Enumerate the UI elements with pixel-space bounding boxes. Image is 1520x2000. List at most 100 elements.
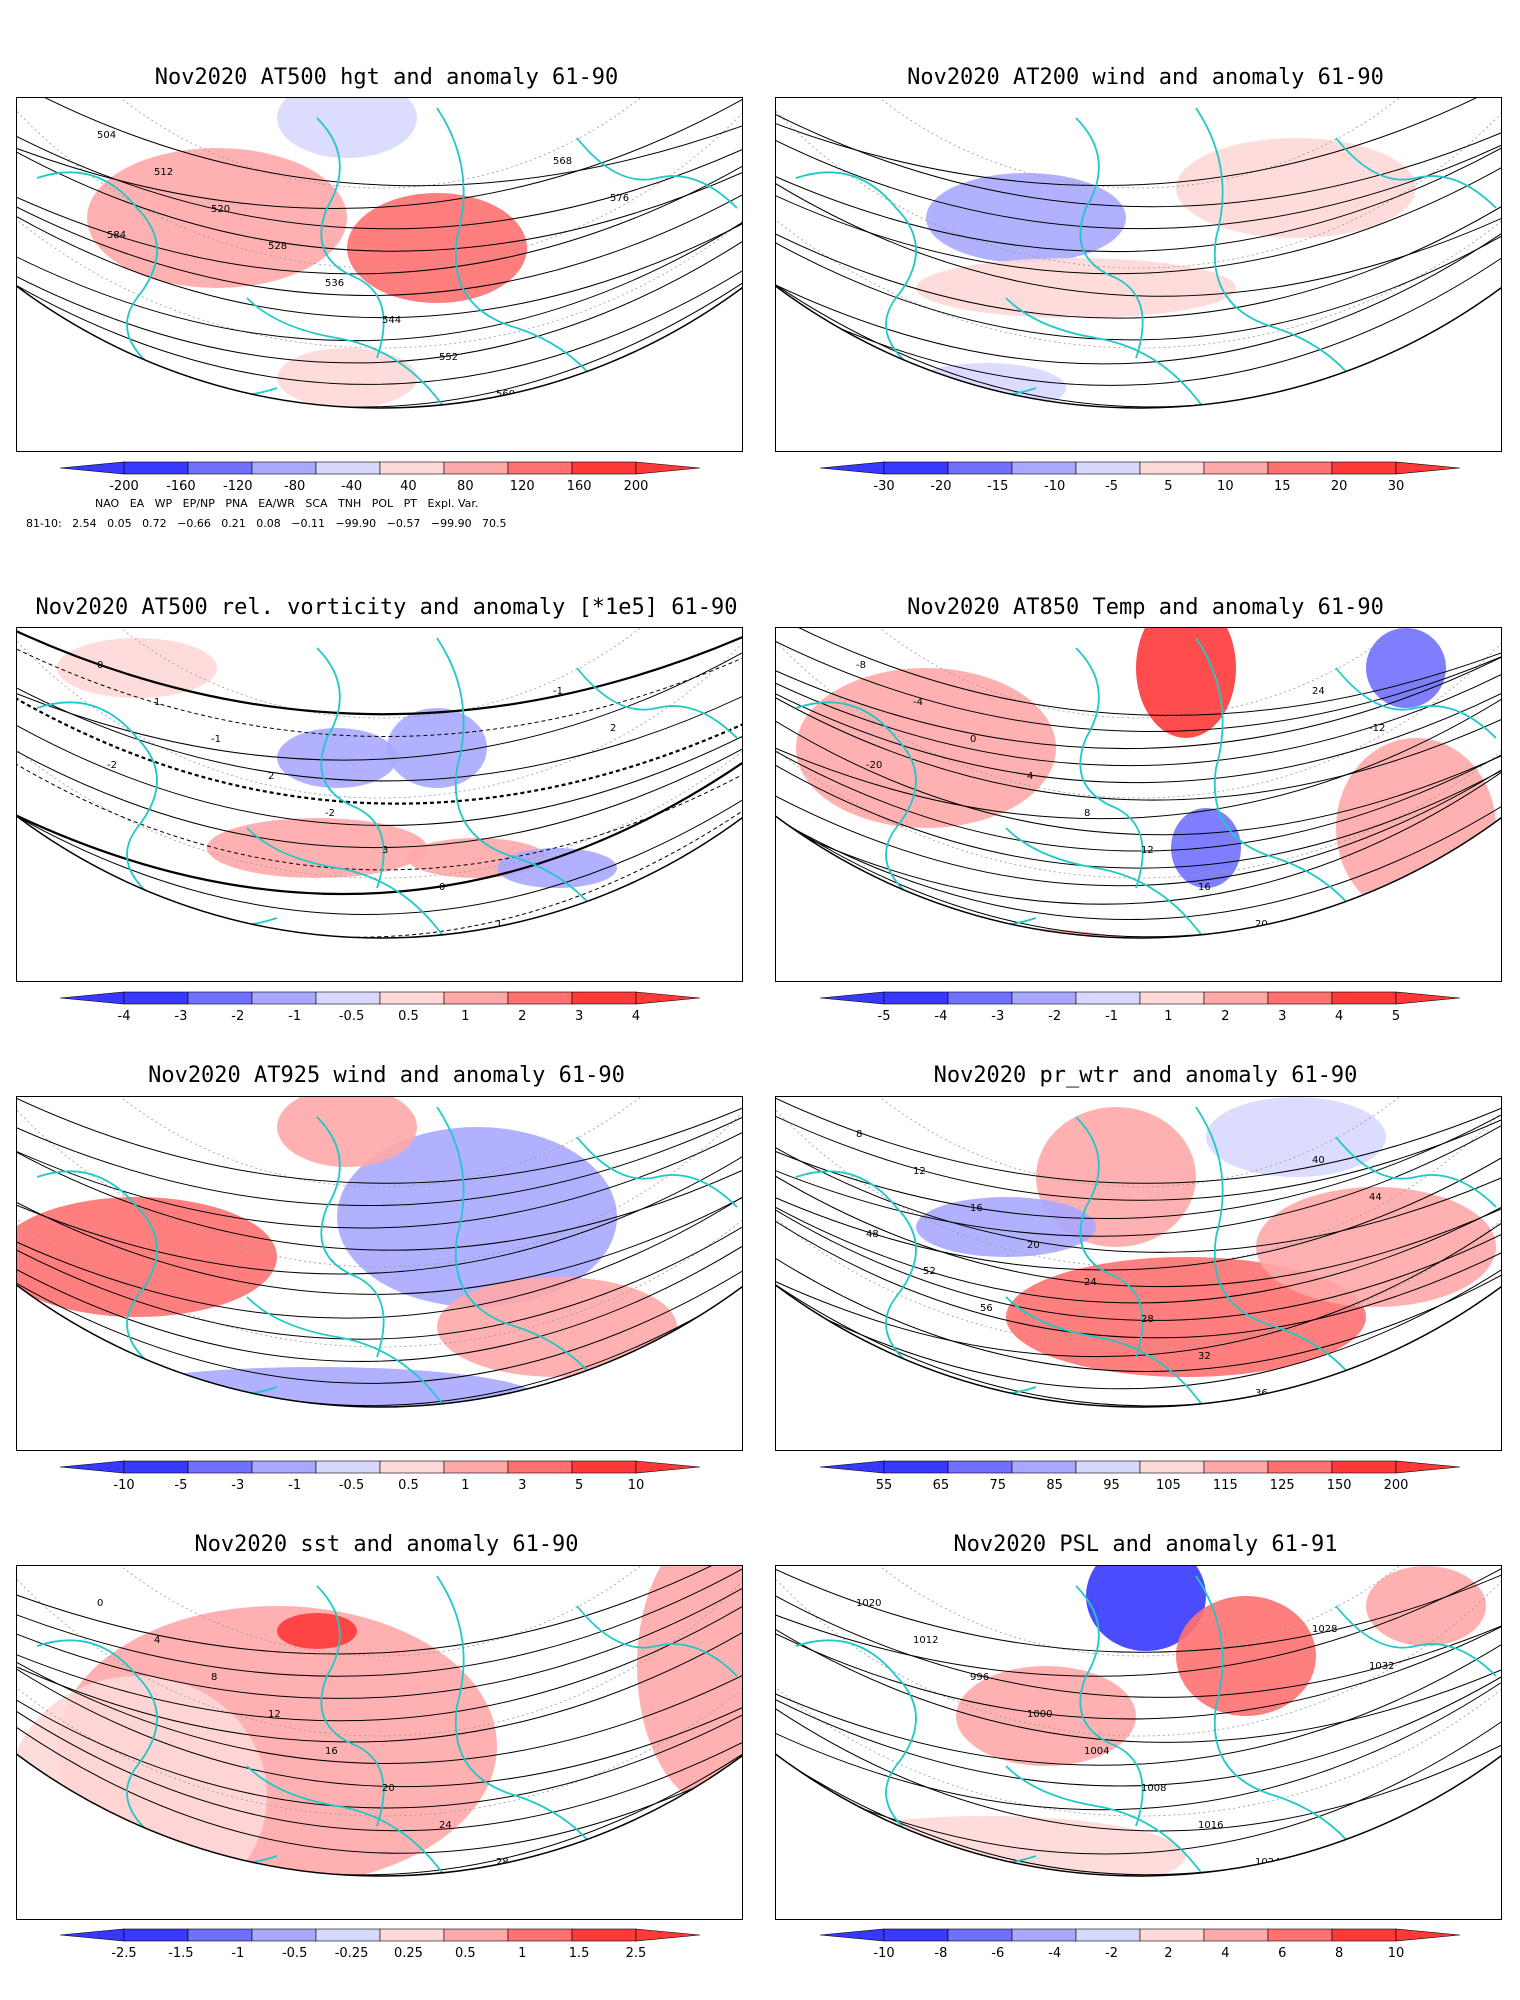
contour-line [17, 724, 742, 896]
contour-line [776, 173, 1501, 319]
colorbar-label: -8 [934, 1946, 947, 1961]
contour-label: 2 [610, 723, 616, 734]
colorbar-segment [1331, 991, 1397, 1005]
contour-line [17, 164, 742, 296]
colorbar-label: 8 [1335, 1946, 1343, 1961]
colorbar-segment [379, 1928, 445, 1942]
contour-line [776, 1097, 1501, 1184]
coastline [316, 647, 385, 889]
anomaly-shading [1086, 1566, 1206, 1651]
contour-line [17, 205, 742, 364]
coastline [1195, 637, 1477, 938]
contour-label: -12 [1369, 723, 1385, 734]
contour-label: 544 [382, 315, 401, 326]
coastline [576, 667, 738, 739]
colorbar: -10 -5 -3 -1 -0.5 0.5 1 3 5 10 [59, 1460, 701, 1497]
colorbar: 55 65 75 85 95 105 115 125 150 200 [819, 1460, 1461, 1497]
anomaly-shading [277, 728, 397, 788]
colorbar-label: 10 [1217, 479, 1234, 494]
panel-title: Nov2020 AT500 rel. vorticity and anomaly… [35, 595, 738, 620]
contour-line [776, 1144, 1501, 1288]
colorbar: -30 -20 -15 -10 -5 5 10 15 20 30 [819, 461, 1461, 498]
contour-line [17, 1566, 742, 1655]
map-svg: -8 -4 0 4 8 12 16 20 24 -12 -20 [776, 628, 1501, 939]
colorbar-label: -1 [288, 1009, 301, 1024]
anomaly-shading [956, 1666, 1136, 1766]
contour-line [17, 628, 742, 761]
colorbar-segment [123, 461, 189, 475]
colorbar-segment [123, 1460, 189, 1474]
colorbar-label: 150 [1327, 1478, 1352, 1493]
colorbar-label: 1.5 [569, 1946, 590, 1961]
colorbar: -200 -160 -120 -80 -40 40 80 120 160 200 [59, 461, 701, 498]
anomaly-shading [1176, 1596, 1316, 1716]
coastline [246, 827, 538, 938]
colorbar-segment [1203, 991, 1269, 1005]
contour-line [17, 1676, 742, 1832]
contour-line [776, 1566, 1501, 1677]
contour-label: 32 [1198, 1351, 1211, 1362]
contour-line [776, 665, 1501, 820]
contour-label: 16 [325, 1746, 338, 1757]
colorbar-segment [251, 1928, 317, 1942]
panel-title: Nov2020 AT200 wind and anomaly 61-90 [907, 65, 1384, 90]
colorbar-segment [571, 991, 637, 1005]
contour-line [776, 1645, 1501, 1811]
anomaly-shading [1206, 1097, 1386, 1177]
colorbar-arrow-right [635, 461, 701, 475]
contour-label: 1 [154, 697, 160, 708]
contour-label: 8 [1084, 808, 1090, 819]
contour-line [17, 628, 742, 737]
colorbar-label: 1 [518, 1946, 526, 1961]
anomaly-shading [637, 1566, 742, 1806]
colorbar-segment [187, 1928, 253, 1942]
coastline [576, 137, 738, 209]
anomaly-shading [437, 1277, 677, 1377]
contour-line [776, 688, 1501, 836]
anomaly-shading [1176, 138, 1416, 238]
colorbar-arrow-right [1395, 991, 1461, 1005]
colorbar-segment [883, 1460, 949, 1474]
map-plot [775, 97, 1502, 452]
colorbar: -10 -8 -6 -4 -2 2 4 6 8 10 [819, 1928, 1461, 1965]
coastline [436, 1575, 718, 1876]
colorbar-segment [571, 1460, 637, 1474]
colorbar-segment [507, 461, 573, 475]
contour-line [776, 628, 1501, 716]
colorbar-label: 65 [933, 1478, 950, 1493]
contour-label: 576 [610, 193, 629, 204]
contour-line [17, 1212, 742, 1362]
colorbar-arrow-right [635, 1928, 701, 1942]
contour-line [776, 151, 1501, 297]
contour-line [776, 647, 1501, 767]
anomaly-shading [277, 1613, 357, 1649]
contour-line [776, 220, 1501, 386]
contour-label: 40 [1312, 1155, 1325, 1166]
colorbar-label: 6 [1278, 1946, 1286, 1961]
anomaly-shading [1136, 628, 1236, 738]
contour-line [776, 195, 1501, 365]
colorbar-segment [1075, 991, 1141, 1005]
contour-line [776, 136, 1501, 275]
colorbar-segment [1011, 1928, 1077, 1942]
colorbar-label: 1 [461, 1478, 469, 1493]
colorbar-arrow-left [819, 461, 885, 475]
anomaly-shading [87, 148, 347, 288]
coastline [1335, 1605, 1497, 1677]
colorbar-label: 200 [624, 479, 649, 494]
colorbar-segment [571, 1928, 637, 1942]
colorbar-label: 105 [1156, 1478, 1181, 1493]
colorbar-arrow-right [1395, 1460, 1461, 1474]
contour-label: 20 [1255, 919, 1268, 930]
colorbar-label: -5 [1105, 479, 1118, 494]
colorbar-segment [883, 991, 949, 1005]
contour-line [17, 1573, 742, 1722]
coastline [246, 297, 538, 408]
colorbar-segment [187, 991, 253, 1005]
colorbar-label: -1 [1105, 1009, 1118, 1024]
contour-line [776, 772, 1501, 921]
colorbar-label: -1 [288, 1478, 301, 1493]
colorbar-label: 5 [1164, 479, 1172, 494]
colorbar-segment [1011, 991, 1077, 1005]
contour-line [17, 1635, 742, 1788]
